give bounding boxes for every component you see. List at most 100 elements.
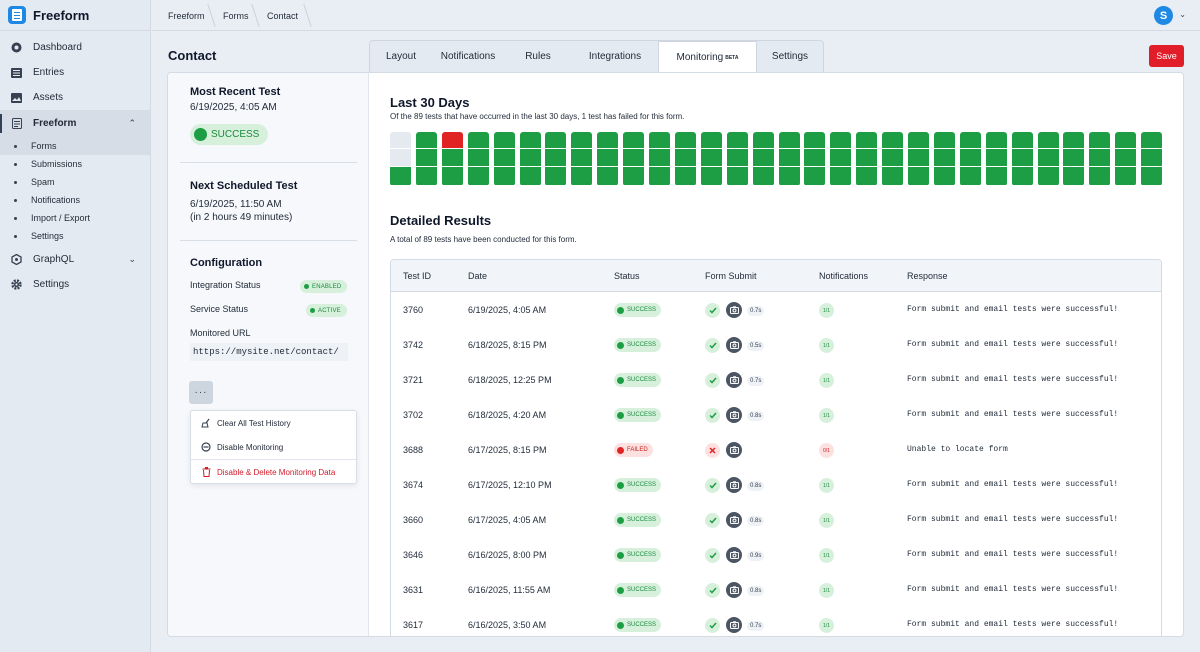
day-bar-segment-success — [778, 149, 800, 166]
day-bar[interactable] — [390, 132, 411, 186]
nav-item-settings[interactable]: Settings — [0, 272, 150, 297]
day-bar[interactable] — [882, 132, 904, 186]
tab-layout[interactable]: Layout — [370, 41, 432, 72]
day-bar[interactable] — [1063, 132, 1085, 186]
sidebar-item-import-export[interactable]: Import / Export — [0, 209, 150, 227]
table-row[interactable]: 3674 6/17/2025, 12:10 PM SUCCESS 0.8s 1/1 For… — [391, 468, 1161, 503]
tab-notifications[interactable]: Notifications — [432, 41, 504, 72]
day-bar[interactable] — [856, 132, 878, 186]
check-icon — [705, 478, 720, 493]
day-bar[interactable] — [726, 132, 748, 186]
camera-icon[interactable] — [726, 582, 742, 598]
day-bar[interactable] — [571, 132, 593, 186]
table-row[interactable]: 3660 6/17/2025, 4:05 AM SUCCESS 0.8s 1/1 Form… — [391, 503, 1161, 538]
day-bar-segment-success — [778, 167, 800, 185]
table-row[interactable]: 3617 6/16/2025, 3:50 AM SUCCESS 0.7s 1/1 Form… — [391, 608, 1161, 636]
test-date: 6/19/2025, 4:05 AM — [468, 305, 547, 315]
tab-label: Notifications — [440, 51, 496, 62]
day-bar-segment-success — [1141, 132, 1163, 148]
day-bar[interactable] — [1037, 132, 1059, 186]
nav-item-assets[interactable]: Assets — [0, 85, 150, 110]
save-button[interactable]: Save — [1149, 45, 1184, 67]
nav-item-freeform[interactable]: Freeform ⌃ — [0, 110, 150, 137]
camera-icon[interactable] — [726, 442, 742, 458]
menu-item-delete-monitoring-data[interactable]: Disable & Delete Monitoring Data — [191, 460, 356, 484]
notifications-count: 1/1 — [819, 478, 834, 493]
day-bar-segment-success — [571, 149, 593, 166]
day-bar[interactable] — [1011, 132, 1033, 186]
tab-label: Monitoring — [676, 52, 724, 63]
test-id: 3660 — [403, 515, 424, 525]
day-bar[interactable] — [1089, 132, 1111, 186]
table-row[interactable]: 3702 6/18/2025, 4:20 AM SUCCESS 0.8s 1/1 Form… — [391, 398, 1161, 433]
day-bar-segment-success — [804, 149, 826, 166]
camera-icon[interactable] — [726, 512, 742, 528]
table-row[interactable]: 3742 6/18/2025, 8:15 PM SUCCESS 0.5s 1/1 Form… — [391, 328, 1161, 363]
camera-icon[interactable] — [726, 407, 742, 423]
day-bar[interactable] — [493, 132, 515, 186]
day-bar-segment-success — [933, 132, 955, 148]
breadcrumb-contact[interactable]: Contact — [267, 10, 299, 21]
sidebar-item-forms[interactable]: Forms — [0, 137, 150, 155]
day-bar[interactable] — [674, 132, 696, 186]
day-bar[interactable] — [830, 132, 852, 186]
breadcrumb-freeform[interactable]: Freeform — [168, 10, 205, 21]
day-bar[interactable] — [545, 132, 567, 186]
day-bar[interactable] — [1115, 132, 1137, 186]
day-bar-segment-success — [519, 149, 541, 166]
day-bar[interactable] — [778, 132, 800, 186]
monitored-url-value[interactable]: https://mysite.net/contact/ — [190, 343, 348, 361]
day-bar-segment-success — [623, 149, 645, 166]
camera-icon[interactable] — [726, 477, 742, 493]
day-bar[interactable] — [959, 132, 981, 186]
menu-item-disable-monitoring[interactable]: Disable Monitoring — [191, 435, 356, 459]
sidebar-item-submissions[interactable]: Submissions — [0, 155, 150, 173]
nav-item-dashboard[interactable]: Dashboard — [0, 35, 150, 60]
day-bar[interactable] — [649, 132, 670, 186]
more-options-button[interactable]: ··· — [189, 381, 213, 404]
day-bar[interactable] — [623, 132, 645, 186]
camera-icon[interactable] — [726, 617, 742, 633]
table-row[interactable]: 3631 6/16/2025, 11:55 AM SUCCESS 0.8s 1/1 For… — [391, 573, 1161, 608]
sidebar-item-spam[interactable]: Spam — [0, 173, 150, 191]
day-bar[interactable] — [985, 132, 1007, 186]
day-bar[interactable] — [700, 132, 722, 186]
day-bar[interactable] — [597, 132, 619, 186]
table-row[interactable]: 3760 6/19/2025, 4:05 AM SUCCESS 0.7s 1/1 Form… — [391, 293, 1161, 328]
tab-rules[interactable]: Rules — [504, 41, 572, 72]
day-bar[interactable] — [415, 132, 437, 186]
table-row[interactable]: 3688 6/17/2025, 8:15 PM FAILED 0/1 Unable to… — [391, 433, 1161, 468]
camera-icon[interactable] — [726, 302, 742, 318]
tab-settings[interactable]: Settings — [757, 41, 823, 72]
table-row[interactable]: 3646 6/16/2025, 8:00 PM SUCCESS 0.9s 1/1 Form… — [391, 538, 1161, 573]
day-bar[interactable] — [1141, 132, 1163, 186]
nav-item-graphql[interactable]: GraphQL ⌄ — [0, 247, 150, 272]
day-bar[interactable] — [519, 132, 541, 186]
camera-icon[interactable] — [726, 337, 742, 353]
avatar[interactable]: S — [1154, 6, 1173, 25]
nav-item-entries[interactable]: Entries — [0, 60, 150, 85]
day-bar[interactable] — [933, 132, 955, 186]
table-row[interactable]: 3721 6/18/2025, 12:25 PM SUCCESS 0.7s 1/1 For… — [391, 363, 1161, 398]
camera-icon[interactable] — [726, 547, 742, 563]
day-bar[interactable] — [752, 132, 774, 186]
sidebar-item-settings[interactable]: Settings — [0, 227, 150, 245]
day-bar[interactable] — [441, 132, 463, 186]
tab-integrations[interactable]: Integrations — [572, 41, 658, 72]
submit-duration: 0.8s — [747, 481, 765, 491]
day-bar-segment-success — [804, 167, 826, 185]
day-bar-segment-success — [1141, 167, 1163, 185]
sidebar-item-notifications[interactable]: Notifications — [0, 191, 150, 209]
day-bar[interactable] — [908, 132, 929, 186]
brand[interactable]: Freeform — [0, 0, 150, 31]
camera-icon[interactable] — [726, 372, 742, 388]
day-bar-segment-empty — [390, 132, 411, 148]
menu-item-clear-history[interactable]: Clear All Test History — [191, 411, 356, 435]
breadcrumb-forms[interactable]: Forms — [223, 10, 249, 21]
day-bar[interactable] — [804, 132, 826, 186]
day-bar[interactable] — [467, 132, 489, 186]
chevron-down-icon[interactable]: ⌄ — [1179, 10, 1186, 19]
day-bar-segment-success — [908, 149, 929, 166]
tab-monitoring[interactable]: Monitoring BETA — [658, 40, 757, 73]
day-bar-segment-success — [752, 149, 774, 166]
